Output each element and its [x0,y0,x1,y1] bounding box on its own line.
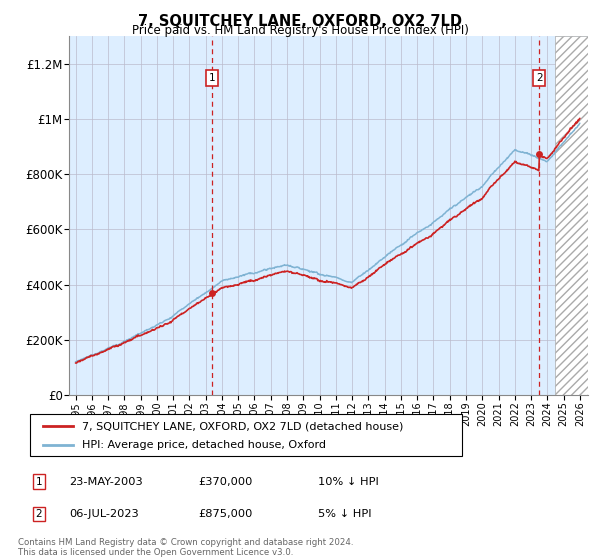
Text: Contains HM Land Registry data © Crown copyright and database right 2024.
This d: Contains HM Land Registry data © Crown c… [18,538,353,557]
Text: 1: 1 [35,477,43,487]
Text: 06-JUL-2023: 06-JUL-2023 [69,509,139,519]
Text: 7, SQUITCHEY LANE, OXFORD, OX2 7LD (detached house): 7, SQUITCHEY LANE, OXFORD, OX2 7LD (deta… [82,421,403,431]
Point [535,149,544,158]
Text: 7, SQUITCHEY LANE, OXFORD, OX2 7LD: 7, SQUITCHEY LANE, OXFORD, OX2 7LD [138,14,462,29]
Text: 10% ↓ HPI: 10% ↓ HPI [318,477,379,487]
Text: £370,000: £370,000 [198,477,253,487]
Bar [556,36,591,395]
Text: Price paid vs. HM Land Registry's House Price Index (HPI): Price paid vs. HM Land Registry's House … [131,24,469,37]
FancyBboxPatch shape [30,414,462,456]
Text: 2: 2 [536,73,542,83]
Text: 5% ↓ HPI: 5% ↓ HPI [318,509,371,519]
Text: £875,000: £875,000 [198,509,253,519]
Text: 2: 2 [35,509,43,519]
Text: HPI: Average price, detached house, Oxford: HPI: Average price, detached house, Oxfo… [82,440,326,450]
Text: 1: 1 [209,73,215,83]
Text: 23-MAY-2003: 23-MAY-2003 [69,477,143,487]
Point [207,288,217,297]
